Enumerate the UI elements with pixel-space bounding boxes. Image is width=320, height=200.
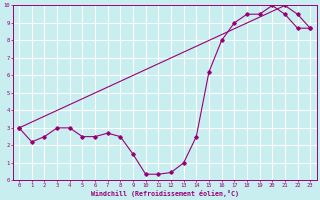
X-axis label: Windchill (Refroidissement éolien,°C): Windchill (Refroidissement éolien,°C): [91, 190, 239, 197]
